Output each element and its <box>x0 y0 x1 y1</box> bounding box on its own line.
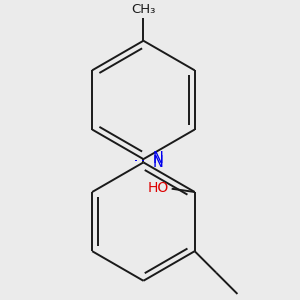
Text: HO: HO <box>147 181 168 195</box>
Text: N: N <box>153 155 164 170</box>
Text: CH₃: CH₃ <box>131 3 156 16</box>
Text: N: N <box>153 151 164 166</box>
